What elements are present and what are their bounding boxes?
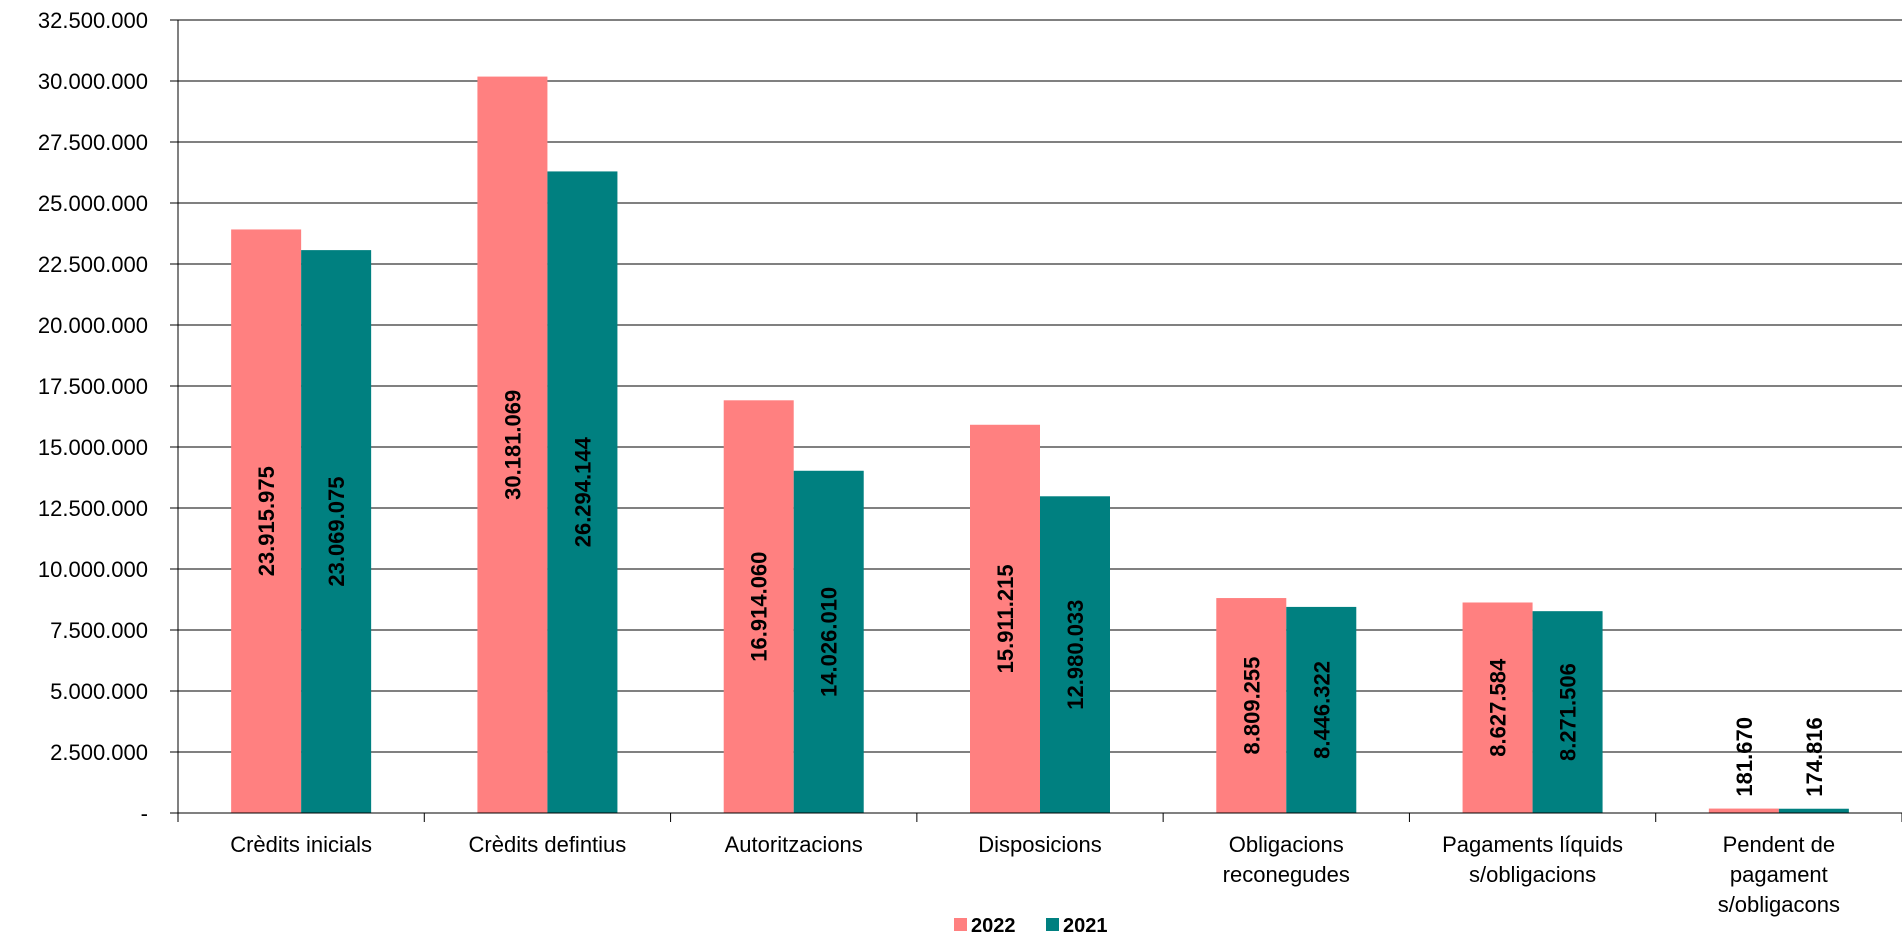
bar-2022 [1216, 598, 1287, 813]
bar-2022 [723, 400, 794, 813]
bar-2022 [477, 76, 548, 814]
legend-label: 2022 [971, 915, 1016, 937]
data-label: 174.816 [1802, 717, 1827, 797]
category-label: Pendent de pagament s/obligacons [1718, 832, 1840, 917]
y-tick-label: 27.500.000 [38, 130, 148, 155]
y-tick-label: 30.000.000 [38, 69, 148, 94]
category-label: Disposicions [978, 832, 1102, 857]
legend: 2022 2021 [954, 915, 1108, 937]
legend-swatch [1046, 918, 1059, 931]
bar-2021 [793, 470, 864, 813]
bar-2021 [1532, 611, 1603, 813]
y-tick-label: 17.500.000 [38, 374, 148, 399]
bars [231, 76, 1849, 814]
data-label: 8.446.322 [1309, 661, 1334, 759]
data-label: 8.627.584 [1486, 658, 1511, 757]
data-label: 14.026.010 [817, 587, 842, 697]
data-label: 26.294.144 [570, 436, 595, 547]
data-label: 23.069.075 [324, 477, 349, 587]
data-label: 12.980.033 [1063, 600, 1088, 710]
y-axis: - 2.500.000 5.000.000 7.500.000 10.000.000 12… [38, 8, 179, 826]
bar-2022 [970, 424, 1040, 813]
y-tick-label: 7.500.000 [50, 618, 148, 643]
bar-2022 [231, 229, 302, 814]
bar-2022 [1462, 602, 1533, 813]
y-tick-label: 15.000.000 [38, 435, 148, 460]
category-label: Crèdits inicials [230, 832, 372, 857]
category-label: Autoritzacions [725, 832, 863, 857]
data-labels: 23.915.975 30.181.069 16.914.060 15.911.215… [254, 390, 1827, 797]
data-label: 181.670 [1732, 717, 1757, 797]
bar-2021 [1778, 808, 1849, 813]
y-tick-label: 22.500.000 [38, 252, 148, 277]
category-label: Pagaments líquids s/obligacions [1442, 832, 1623, 887]
y-tick-label: 25.000.000 [38, 191, 148, 216]
y-tick-label: 10.000.000 [38, 557, 148, 582]
data-label: 23.915.975 [254, 466, 279, 576]
legend-label: 2021 [1063, 915, 1108, 937]
y-tick-label: 5.000.000 [50, 679, 148, 704]
data-label: 8.809.255 [1239, 657, 1264, 755]
y-tick-label: 2.500.000 [50, 740, 148, 765]
category-label: Crèdits defintius [469, 832, 627, 857]
y-tick-label: 12.500.000 [38, 496, 148, 521]
data-label: 8.271.506 [1556, 663, 1581, 761]
data-label: 30.181.069 [500, 390, 525, 500]
y-tick-label: 32.500.000 [38, 8, 148, 33]
y-tick-label: - [141, 801, 148, 826]
data-label: 15.911.215 [993, 564, 1018, 673]
x-axis: Crèdits inicials Crèdits defintius Autorit… [177, 812, 1902, 917]
bar-2021 [301, 250, 372, 813]
bar-2021 [1286, 606, 1357, 813]
bar-2021 [1040, 496, 1110, 813]
category-label: Obligacions reconegudes [1223, 832, 1350, 887]
y-tick-label: 20.000.000 [38, 313, 148, 338]
bar-2022 [1708, 808, 1779, 813]
legend-swatch [954, 918, 967, 931]
data-label: 16.914.060 [747, 552, 772, 662]
bar-2021 [547, 171, 618, 814]
